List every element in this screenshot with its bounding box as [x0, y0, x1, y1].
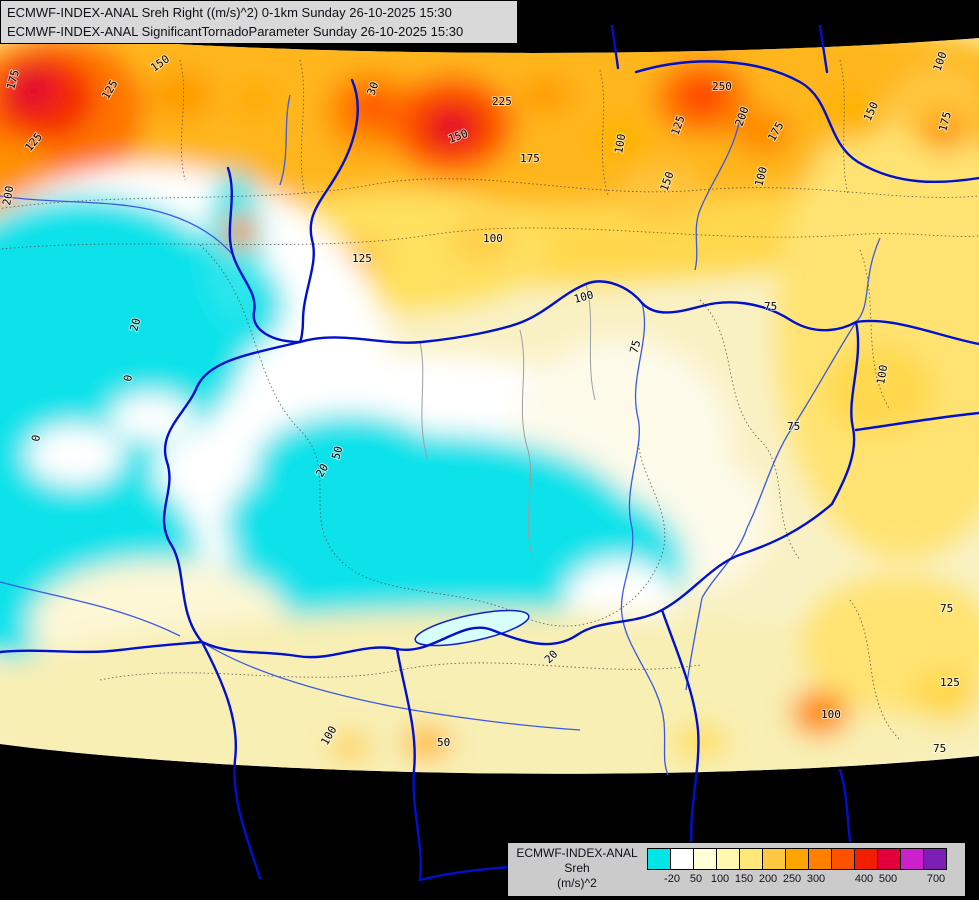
legend-tick: 300	[806, 873, 826, 885]
legend-swatch	[762, 848, 786, 870]
legend-swatch	[716, 848, 740, 870]
contour-label: 100	[483, 232, 503, 245]
legend-tick: -20	[664, 873, 680, 885]
legend-swatch	[785, 848, 809, 870]
contour-label: 100	[572, 288, 595, 306]
contour-label: 100	[612, 133, 628, 155]
legend-box: ECMWF-INDEX-ANAL Sreh (m/s)^2 -20 50 100 15…	[507, 842, 966, 897]
legend-tick: 100	[710, 873, 730, 885]
legend-units-label: (m/s)^2	[557, 876, 597, 890]
title-line-2: ECMWF-INDEX-ANAL SignificantTornadoParam…	[7, 24, 464, 39]
contour-label: 75	[764, 300, 777, 313]
river	[0, 94, 881, 776]
country-border	[0, 24, 979, 882]
legend-tick: 250	[782, 873, 802, 885]
legend-tick: 150	[734, 873, 754, 885]
contour-label: 175	[936, 110, 954, 133]
legend-swatch	[923, 848, 947, 870]
contour-label: 75	[940, 602, 953, 615]
legend-swatch	[854, 848, 878, 870]
contour-label: 200	[0, 185, 16, 207]
title-line-1: ECMWF-INDEX-ANAL Sreh Right ((m/s)^2) 0-…	[7, 5, 452, 20]
contour-label: 250	[712, 80, 732, 93]
contour-label: 0	[121, 374, 135, 383]
contour-label: 175	[4, 68, 22, 91]
contour-label: 75	[787, 420, 800, 433]
legend-ticks: -20 50 100 150 200 250 300 400 500 700	[648, 871, 963, 885]
legend-tick: 50	[689, 873, 703, 885]
legend-swatch	[900, 848, 924, 870]
legend-tick: 400	[854, 873, 874, 885]
contour-label: 0	[29, 434, 43, 443]
legend-colorbar	[647, 848, 947, 870]
legend-swatch	[670, 848, 694, 870]
contour-label: 75	[627, 339, 643, 355]
contour-label: 20	[127, 317, 143, 333]
contour-label: 50	[437, 736, 450, 749]
legend-swatch	[808, 848, 832, 870]
legend-swatch	[877, 848, 901, 870]
contour-label: 225	[492, 95, 512, 108]
legend-swatch	[693, 848, 717, 870]
contour-label: 175	[520, 152, 540, 165]
contour-label: 100	[821, 708, 841, 721]
contour-label: 100	[874, 364, 890, 386]
contour-label: 50	[329, 445, 345, 461]
legend-swatch	[739, 848, 763, 870]
legend-tick: 500	[878, 873, 898, 885]
legend-tick: 700	[926, 873, 946, 885]
legend-model-label: ECMWF-INDEX-ANAL	[516, 846, 638, 860]
legend-tick: 200	[758, 873, 778, 885]
contour-label: 125	[352, 252, 372, 265]
contour-label: 30	[365, 80, 382, 97]
contour-label: 100	[752, 165, 770, 188]
title-box: ECMWF-INDEX-ANAL Sreh Right ((m/s)^2) 0-…	[0, 0, 518, 44]
legend-swatch	[831, 848, 855, 870]
legend-text: ECMWF-INDEX-ANAL Sreh (m/s)^2	[508, 846, 646, 891]
color-field	[0, 30, 979, 774]
legend-swatch	[647, 848, 671, 870]
contour-label: 75	[933, 742, 946, 755]
contour-label: 125	[940, 676, 960, 689]
legend-parameter-label: Sreh	[564, 861, 590, 875]
admin-lines	[419, 283, 596, 556]
